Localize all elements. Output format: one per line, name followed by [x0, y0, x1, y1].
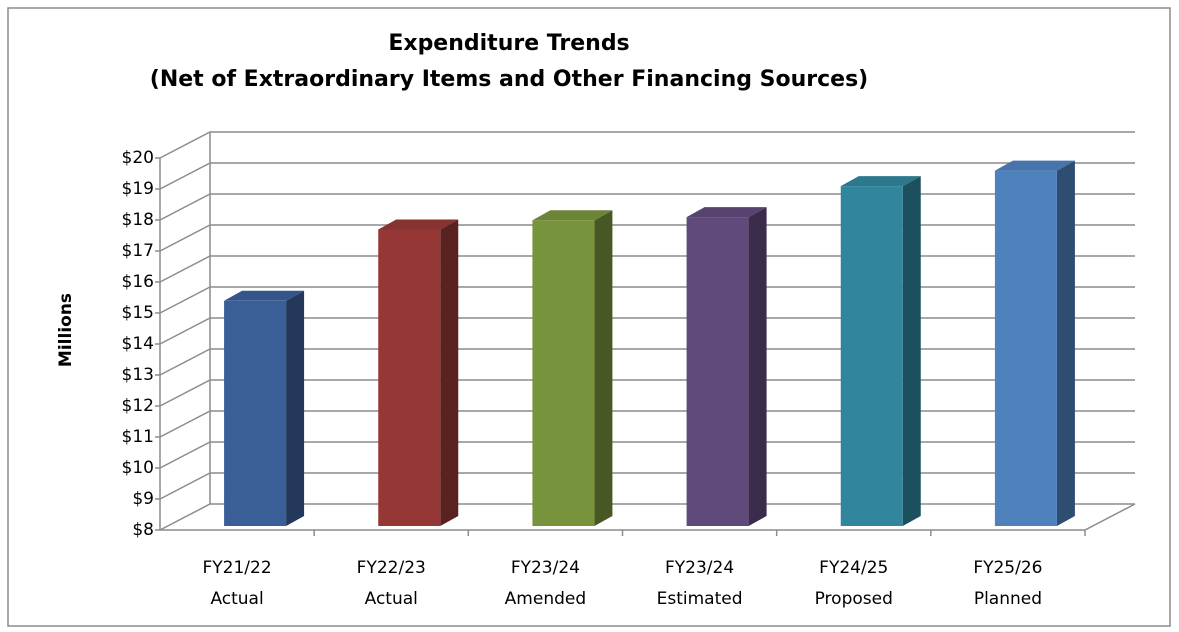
grid-line	[159, 379, 1135, 407]
y-tick-label: $10	[122, 458, 154, 478]
y-tick-label: $8	[132, 520, 154, 540]
y-tick-label: $20	[122, 148, 154, 168]
grid-line	[159, 224, 1135, 252]
bar-side	[286, 290, 305, 526]
y-tick-label: $18	[122, 210, 154, 230]
x-tick-label: Actual	[210, 589, 263, 609]
y-tick-label: $17	[122, 241, 154, 261]
grid-line	[159, 317, 1135, 345]
bar-side	[748, 207, 767, 526]
x-tick-label: FY25/26	[973, 558, 1042, 578]
grid-line	[159, 193, 1135, 221]
bar-side	[902, 176, 921, 526]
grid-line	[159, 255, 1135, 283]
grid-line	[159, 410, 1135, 438]
bar-side	[1056, 160, 1075, 526]
x-tick-label: Proposed	[815, 589, 893, 609]
x-tick-label: FY24/25	[819, 558, 888, 578]
bar-top	[994, 160, 1075, 171]
x-tick-label: Planned	[974, 589, 1042, 609]
bar-top	[532, 210, 613, 221]
bar-top	[378, 219, 459, 230]
x-tick-label: FY21/22	[203, 558, 272, 578]
x-tick-label: Estimated	[657, 589, 743, 609]
bar	[686, 217, 749, 526]
grid-line	[159, 162, 1135, 190]
y-tick-label: $9	[132, 489, 154, 509]
chart-title: Expenditure Trends	[388, 31, 629, 56]
y-tick-label: $13	[122, 365, 154, 385]
bar	[532, 220, 595, 526]
grid-line	[159, 348, 1135, 376]
x-tick-label: FY23/24	[511, 558, 580, 578]
bar-side	[440, 219, 459, 526]
y-tick-label: $14	[122, 334, 154, 354]
x-tick-label: Amended	[505, 589, 586, 609]
bar-side	[594, 210, 613, 526]
grid-line	[159, 131, 1135, 159]
bar-top	[224, 290, 305, 301]
y-tick-label: $19	[122, 179, 154, 199]
grid-line	[159, 286, 1135, 314]
bar-top	[840, 176, 921, 187]
bar	[994, 170, 1057, 526]
grid-line	[159, 441, 1135, 469]
bar	[840, 186, 903, 526]
y-axis-label: Millions	[56, 293, 76, 367]
y-tick-label: $15	[122, 303, 154, 323]
bar	[378, 229, 441, 526]
x-tick-label: Actual	[365, 589, 418, 609]
grid-line	[159, 472, 1135, 500]
x-tick-label: FY23/24	[665, 558, 734, 578]
y-tick-label: $16	[122, 272, 154, 292]
chart-title: (Net of Extraordinary Items and Other Fi…	[150, 67, 868, 92]
bar-top	[686, 207, 767, 218]
x-tick-label: FY22/23	[357, 558, 426, 578]
bar	[224, 300, 287, 526]
y-tick-label: $11	[122, 427, 154, 447]
y-tick-label: $12	[122, 396, 154, 416]
grid-line	[159, 503, 1135, 531]
